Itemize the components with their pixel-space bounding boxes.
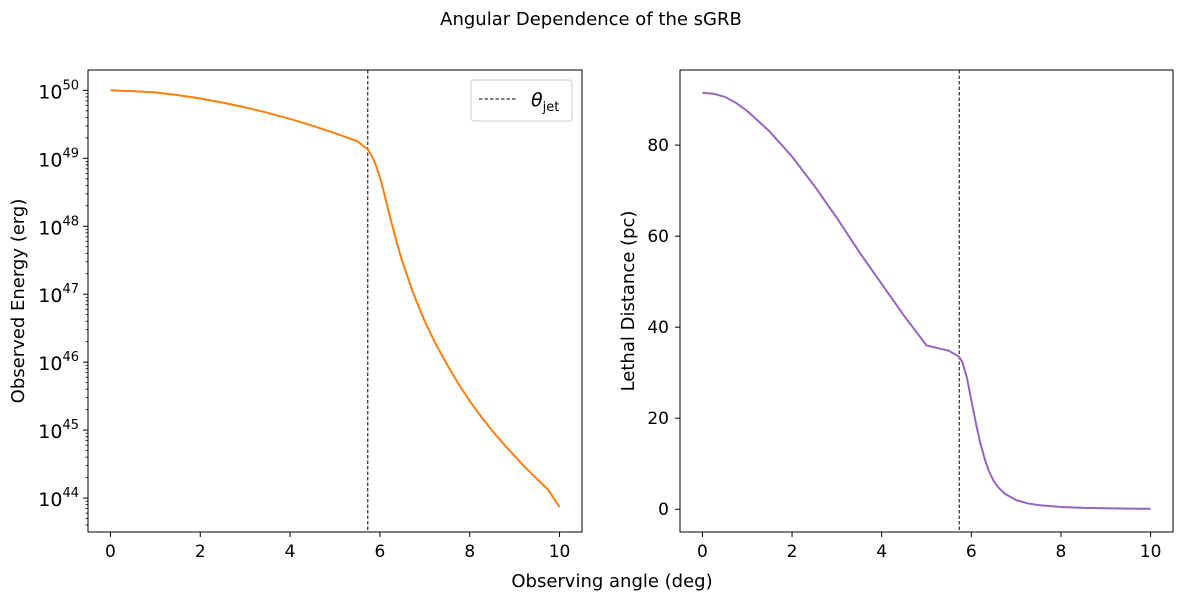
energy-y-tick-exponent: 48 xyxy=(62,214,79,229)
distance-y-ticks: 0 20 40 60 80 xyxy=(647,136,680,520)
energy-y-tick-label: 1049 xyxy=(38,146,79,171)
energy-x-tick-label: 8 xyxy=(464,542,475,562)
distance-curve xyxy=(702,91,1151,510)
energy-y-tick-base: 10 xyxy=(38,285,62,307)
distance-x-tick-label: 8 xyxy=(1056,542,1067,562)
energy-y-tick-label: 1047 xyxy=(38,282,79,307)
energy-legend: θjet xyxy=(470,79,573,122)
legend-subscript: jet xyxy=(542,100,560,115)
energy-y-tick-base: 10 xyxy=(38,81,62,103)
energy-y-axis-label: Observed Energy (erg) xyxy=(8,199,29,404)
distance-y-tick-label: 0 xyxy=(658,500,669,520)
distance-y-tick-label: 80 xyxy=(647,136,669,156)
energy-y-tick-label: 1046 xyxy=(38,350,79,375)
energy-y-tick-exponent: 47 xyxy=(62,282,79,297)
distance-y-axis-label: Lethal Distance (pc) xyxy=(618,211,639,392)
legend-label: θjet xyxy=(531,89,559,115)
energy-x-tick-label: 10 xyxy=(549,542,571,562)
energy-x-tick-label: 6 xyxy=(374,542,385,562)
distance-x-tick-label: 4 xyxy=(876,542,887,562)
energy-y-tick-base: 10 xyxy=(38,421,62,443)
energy-y-tick-label: 1044 xyxy=(38,486,79,511)
legend-frame xyxy=(470,79,573,122)
energy-y-tick-exponent: 45 xyxy=(62,418,79,433)
energy-y-tick-label: 1045 xyxy=(38,418,79,443)
energy-x-tick-label: 2 xyxy=(195,542,206,562)
distance-y-tick-label: 20 xyxy=(647,409,669,429)
energy-x-tick-label: 0 xyxy=(105,542,116,562)
energy-x-tick-label: 4 xyxy=(285,542,296,562)
distance-y-tick-label: 60 xyxy=(647,227,669,247)
distance-y-tick-label: 40 xyxy=(647,318,669,338)
energy-y-tick-label: 1048 xyxy=(38,214,79,239)
energy-plot-frame xyxy=(87,69,583,533)
distance-x-tick-label: 2 xyxy=(787,542,798,562)
legend-symbol: θ xyxy=(531,89,543,111)
distance-x-tick-label: 0 xyxy=(697,542,708,562)
figure-title: Angular Dependence of the sGRB xyxy=(440,9,742,30)
energy-curve xyxy=(110,89,561,508)
energy-y-tick-base: 10 xyxy=(38,489,62,511)
energy-y-tick-exponent: 50 xyxy=(62,78,79,93)
energy-y-tick-base: 10 xyxy=(38,217,62,239)
distance-plot-frame xyxy=(679,69,1174,533)
distance-x-tick-label: 6 xyxy=(966,542,977,562)
energy-y-tick-base: 10 xyxy=(38,149,62,171)
energy-x-ticks: 0 2 4 6 8 10 xyxy=(105,532,570,562)
distance-chart: 0 2 4 6 8 10 0 20 40 60 80 Lethal Distance (pc) xyxy=(618,69,1174,562)
energy-y-tick-label: 1050 xyxy=(38,78,79,103)
distance-x-ticks: 0 2 4 6 8 10 xyxy=(697,532,1161,562)
energy-y-tick-exponent: 46 xyxy=(62,350,79,365)
distance-x-tick-label: 10 xyxy=(1140,542,1162,562)
shared-x-axis-label: Observing angle (deg) xyxy=(511,571,712,592)
energy-y-tick-exponent: 49 xyxy=(62,146,79,161)
energy-y-tick-base: 10 xyxy=(38,353,62,375)
energy-y-tick-exponent: 44 xyxy=(62,486,79,501)
